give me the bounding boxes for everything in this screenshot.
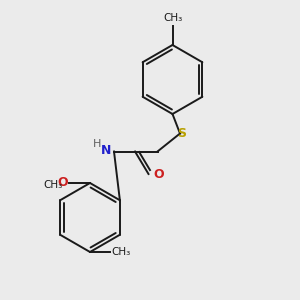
Text: S: S — [177, 127, 186, 140]
Text: N: N — [101, 144, 112, 158]
Text: O: O — [153, 167, 164, 181]
Text: CH₃: CH₃ — [163, 14, 182, 23]
Text: H: H — [93, 139, 102, 149]
Text: CH₃: CH₃ — [111, 247, 130, 257]
Text: CH₃: CH₃ — [43, 179, 62, 190]
Text: O: O — [57, 176, 68, 190]
